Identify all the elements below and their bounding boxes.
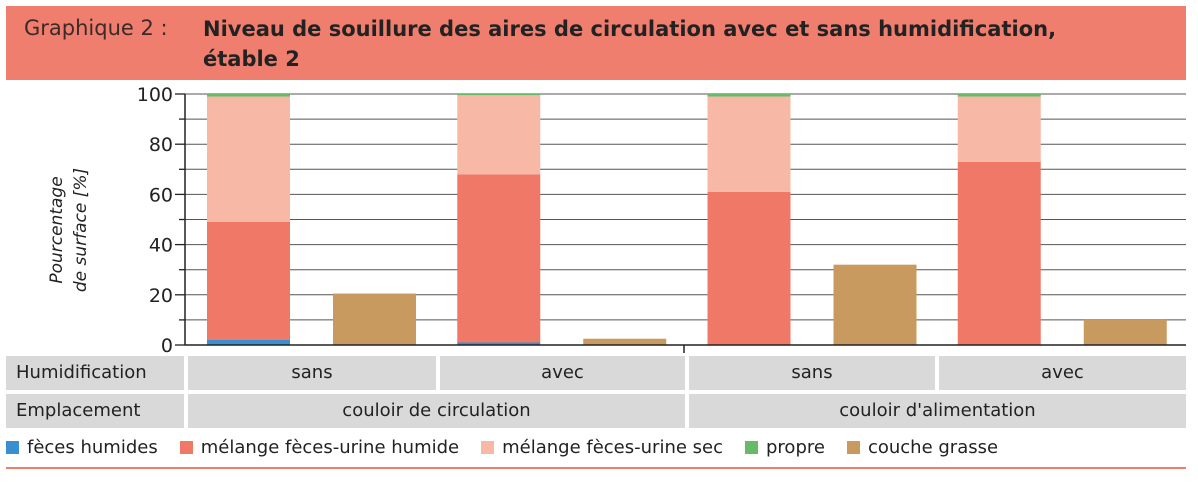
bar-segment-melange-sec bbox=[957, 96, 1041, 162]
humidification-label: Humidification bbox=[6, 356, 184, 390]
bar-couche-grasse bbox=[583, 338, 667, 345]
emplacement-label: Emplacement bbox=[6, 394, 184, 428]
bar-segment-melange-sec bbox=[457, 95, 541, 175]
bar-segment-feces-humides bbox=[207, 339, 290, 345]
emplacement-row: Emplacement couloir de circulation coulo… bbox=[6, 394, 1186, 428]
bar-segment-propre bbox=[707, 94, 791, 97]
humidification-value-2: avec bbox=[440, 356, 685, 390]
legend-swatch bbox=[745, 440, 758, 454]
humidification-value-3: sans bbox=[689, 356, 935, 390]
y-tick-label: 0 bbox=[161, 335, 173, 355]
humidification-value-1: sans bbox=[188, 356, 436, 390]
emplacement-value-2: couloir d'alimentation bbox=[689, 394, 1186, 428]
chart-title: Niveau de souillure des aires de circula… bbox=[203, 17, 1057, 71]
humidification-row: Humidification sans avec sans avec bbox=[6, 356, 1186, 390]
y-axis-label-line1: Pourcentage bbox=[47, 176, 67, 283]
y-tick-label: 40 bbox=[149, 235, 173, 257]
legend-label: propre bbox=[766, 436, 825, 458]
bar-segment-propre bbox=[207, 94, 290, 97]
legend-label: mélange fèces-urine humide bbox=[200, 436, 460, 458]
y-axis-label-line2: de surface [%] bbox=[71, 168, 91, 292]
bar-segment-melange-humide bbox=[207, 222, 290, 340]
bars bbox=[207, 94, 1167, 345]
legend-item-melange-sec: mélange fèces-urine sec bbox=[481, 437, 723, 458]
chart-header: Graphique 2 : Niveau de souillure des ai… bbox=[6, 6, 1186, 80]
bar-couche-grasse bbox=[833, 264, 917, 345]
y-tick-label: 20 bbox=[149, 285, 173, 307]
bar-couche-grasse bbox=[1083, 319, 1167, 345]
bar-couche-grasse bbox=[333, 293, 416, 345]
legend-label: mélange fèces-urine sec bbox=[502, 436, 723, 458]
y-tick-label: 60 bbox=[149, 184, 173, 206]
legend-swatch bbox=[179, 440, 193, 454]
y-tick-label: 100 bbox=[137, 84, 173, 106]
legend-label: couche grasse bbox=[867, 436, 999, 458]
bar-segment-propre bbox=[457, 94, 541, 96]
bar-segment-propre bbox=[957, 94, 1041, 97]
legend-swatch bbox=[6, 440, 19, 454]
chart-title-prefix: Graphique 2 : bbox=[24, 16, 168, 40]
bar-segment-melange-humide bbox=[457, 174, 541, 343]
emplacement-value-1: couloir de circulation bbox=[188, 394, 685, 428]
legend-item-melange-humide: mélange fèces-urine humide bbox=[179, 436, 460, 458]
bottom-rule bbox=[6, 467, 1186, 469]
bar-segment-melange-sec bbox=[707, 96, 791, 192]
y-axis: 0 20 40 60 80 100 bbox=[137, 84, 1186, 355]
humidification-value-4: avec bbox=[939, 356, 1186, 390]
bar-segment-melange-humide bbox=[957, 161, 1041, 345]
bar-segment-melange-sec bbox=[207, 96, 290, 223]
y-tick-label: 80 bbox=[149, 134, 173, 156]
legend: fèces humides mélange fèces-urine humide… bbox=[6, 432, 1020, 462]
legend-label: fèces humides bbox=[27, 436, 158, 458]
legend-item-couche-grasse: couche grasse bbox=[846, 436, 999, 458]
legend-swatch bbox=[481, 440, 495, 454]
legend-swatch bbox=[846, 440, 860, 454]
legend-item-propre: propre bbox=[745, 437, 825, 458]
stacked-bar-chart: 0 20 40 60 80 100 Pourcentage de surface [%] bbox=[47, 84, 1186, 355]
bar-segment-melange-humide bbox=[707, 191, 791, 345]
legend-item-feces-humides: fèces humides bbox=[6, 437, 158, 458]
bar-segment-feces-humides bbox=[457, 342, 541, 345]
